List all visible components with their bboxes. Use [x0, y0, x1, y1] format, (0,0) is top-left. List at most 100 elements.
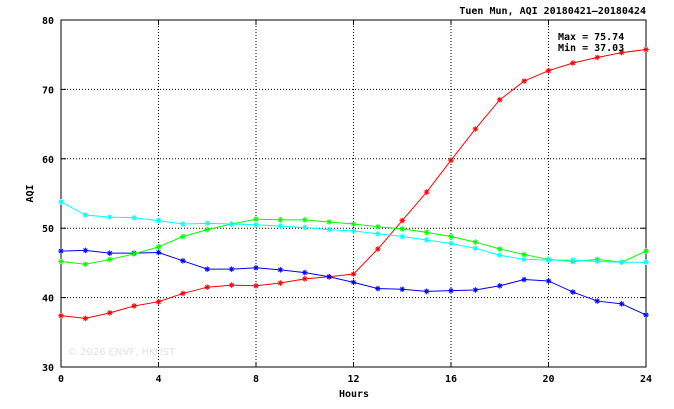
- data-point: [399, 217, 406, 224]
- data-point: [375, 230, 381, 237]
- data-point: [399, 226, 406, 232]
- data-point: [106, 256, 113, 263]
- y-tick-label: 30: [42, 363, 54, 374]
- y-axis-title: AQI: [25, 184, 36, 202]
- series-2: [58, 247, 649, 318]
- data-point: [472, 126, 479, 132]
- data-point: [106, 250, 113, 256]
- data-point: [472, 245, 479, 252]
- x-axis-title: Hours: [339, 389, 369, 400]
- data-point: [277, 280, 284, 286]
- data-point: [423, 237, 430, 243]
- y-tick-label: 70: [42, 85, 54, 96]
- data-point: [570, 257, 576, 263]
- data-point: [448, 287, 454, 294]
- watermark: © 2026 ENVF, HKUST: [67, 347, 176, 358]
- data-point: [472, 239, 479, 245]
- data-point: [521, 251, 527, 258]
- data-point: [448, 157, 454, 163]
- data-point: [204, 226, 211, 233]
- x-tick-label: 12: [347, 374, 359, 385]
- x-tick-label: 16: [445, 374, 457, 385]
- data-point: [82, 315, 89, 322]
- data-point: [155, 217, 162, 224]
- data-point: [58, 248, 64, 254]
- data-point: [570, 289, 576, 295]
- data-point: [399, 286, 406, 293]
- data-point: [301, 224, 308, 231]
- data-point: [375, 246, 381, 252]
- data-point: [301, 269, 308, 276]
- y-tick-label: 50: [42, 224, 54, 235]
- data-point: [618, 49, 625, 56]
- data-point: [228, 282, 235, 288]
- data-point: [106, 214, 113, 220]
- data-point: [423, 189, 430, 195]
- data-point: [131, 214, 137, 221]
- data-point: [423, 288, 430, 295]
- data-point: [326, 273, 332, 280]
- data-point: [496, 283, 503, 289]
- data-point: [180, 233, 186, 240]
- data-point: [58, 199, 64, 205]
- data-point: [448, 240, 454, 247]
- y-tick-label: 80: [42, 16, 54, 27]
- data-point: [277, 217, 284, 223]
- data-point: [472, 287, 479, 293]
- data-point: [496, 97, 503, 103]
- series-3: [58, 216, 649, 268]
- data-point: [131, 251, 137, 257]
- data-point: [521, 276, 527, 283]
- data-point: [180, 290, 186, 297]
- data-point: [423, 229, 430, 236]
- data-point: [253, 221, 259, 228]
- data-point: [155, 249, 162, 256]
- data-point: [58, 312, 64, 319]
- grid-layer: [61, 20, 646, 367]
- data-point: [521, 256, 527, 263]
- max-label: Max = 75.74: [558, 32, 624, 43]
- data-point: [570, 60, 576, 66]
- data-point: [375, 224, 381, 230]
- data-point: [277, 223, 284, 229]
- tick-layer: 0 4 8 12 16 20 24 30 40 50 60 70 80: [42, 16, 652, 385]
- data-point: [545, 67, 552, 74]
- data-point: [82, 261, 89, 268]
- data-point: [155, 244, 162, 250]
- data-point: [350, 228, 357, 234]
- data-point: [594, 258, 601, 265]
- data-point: [180, 258, 186, 264]
- data-point: [399, 233, 406, 240]
- data-point: [180, 221, 186, 227]
- data-point: [204, 220, 211, 227]
- data-point: [545, 257, 552, 263]
- data-point: [545, 278, 552, 284]
- data-point: [155, 298, 162, 305]
- data-point: [594, 54, 601, 61]
- data-point: [82, 212, 89, 218]
- series-4: [58, 199, 649, 266]
- x-tick-label: 20: [542, 374, 554, 385]
- min-label: Min = 37.03: [558, 42, 624, 54]
- data-point: [326, 226, 332, 233]
- data-point: [496, 246, 503, 252]
- data-point: [643, 312, 649, 318]
- data-point: [594, 298, 601, 304]
- data-point: [350, 271, 357, 277]
- data-point: [448, 233, 454, 240]
- data-point: [643, 248, 649, 254]
- data-point: [253, 216, 259, 222]
- data-point: [496, 252, 503, 259]
- data-point: [643, 46, 649, 53]
- data-point: [82, 247, 89, 254]
- data-point: [58, 258, 64, 265]
- data-point: [253, 283, 259, 289]
- data-point: [228, 266, 235, 272]
- data-point: [521, 78, 527, 84]
- y-tick-label: 40: [42, 294, 54, 305]
- data-point: [350, 279, 357, 286]
- data-point: [204, 266, 211, 272]
- y-tick-label: 60: [42, 155, 54, 166]
- data-point: [375, 285, 381, 292]
